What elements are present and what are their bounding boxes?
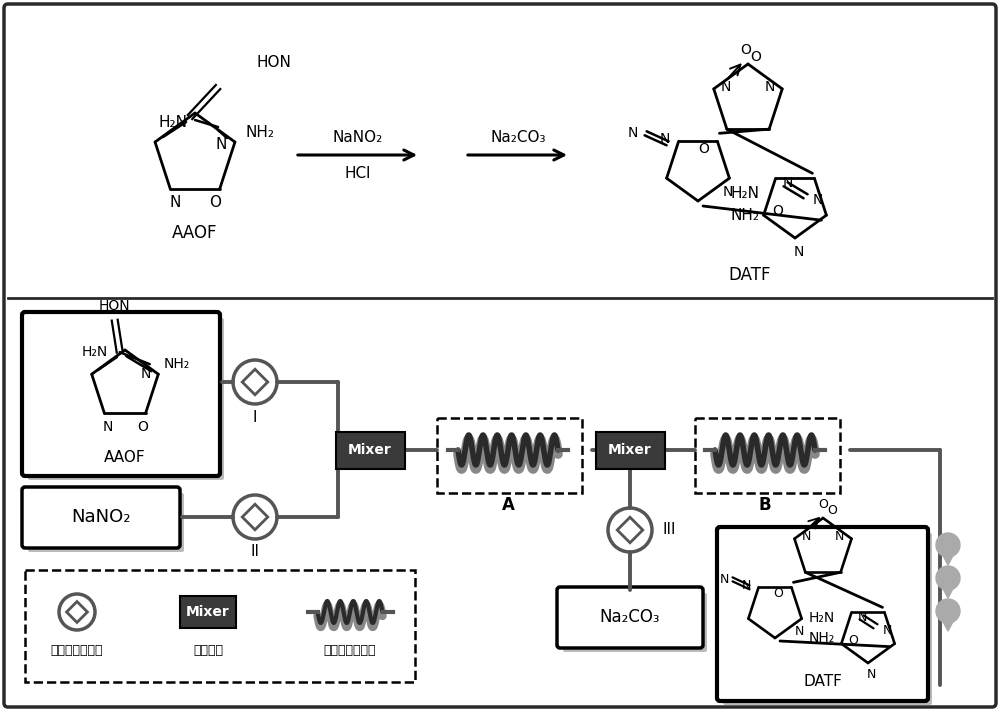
- Text: N: N: [835, 530, 844, 543]
- FancyBboxPatch shape: [28, 493, 184, 552]
- Text: DATF: DATF: [804, 675, 842, 690]
- Text: III: III: [662, 523, 676, 538]
- Text: N: N: [883, 624, 892, 637]
- Text: O: O: [137, 420, 148, 434]
- Circle shape: [936, 533, 960, 557]
- Text: N: N: [782, 176, 793, 191]
- FancyBboxPatch shape: [22, 312, 220, 476]
- Text: N: N: [866, 668, 876, 682]
- Text: Mixer: Mixer: [186, 605, 230, 619]
- Text: N: N: [722, 185, 733, 199]
- Text: AAOF: AAOF: [172, 224, 218, 242]
- Text: 微混合器: 微混合器: [193, 643, 223, 656]
- Text: O: O: [750, 50, 761, 64]
- FancyBboxPatch shape: [557, 587, 703, 648]
- Text: NaNO₂: NaNO₂: [71, 508, 131, 527]
- Text: NH₂: NH₂: [809, 631, 835, 645]
- FancyBboxPatch shape: [336, 432, 404, 469]
- Text: NH₂: NH₂: [245, 124, 274, 139]
- Text: N: N: [858, 611, 867, 624]
- Text: O: O: [698, 142, 709, 156]
- Text: 微流场反应装置: 微流场反应装置: [324, 643, 376, 656]
- Text: O: O: [741, 43, 751, 57]
- Polygon shape: [940, 583, 956, 598]
- FancyBboxPatch shape: [723, 533, 932, 705]
- Text: Mixer: Mixer: [608, 443, 652, 457]
- FancyBboxPatch shape: [717, 527, 928, 701]
- Text: NH₂: NH₂: [164, 357, 190, 371]
- Text: H₂N: H₂N: [730, 186, 760, 201]
- Text: II: II: [250, 545, 260, 560]
- Text: O: O: [774, 587, 783, 600]
- Text: H₂N: H₂N: [809, 611, 835, 625]
- Text: N: N: [141, 367, 151, 381]
- Text: HON: HON: [256, 55, 291, 70]
- Text: B: B: [759, 496, 771, 514]
- Text: A: A: [502, 496, 514, 514]
- Text: Na₂CO₃: Na₂CO₃: [490, 131, 546, 146]
- Text: N: N: [720, 573, 729, 586]
- Text: HCl: HCl: [345, 166, 371, 181]
- Text: 注射泵或蠕动泵: 注射泵或蠕动泵: [51, 643, 103, 656]
- Circle shape: [936, 599, 960, 623]
- Text: O: O: [209, 196, 221, 210]
- Polygon shape: [940, 550, 956, 565]
- Text: N: N: [659, 132, 670, 146]
- Text: NH₂: NH₂: [730, 208, 760, 223]
- Text: O: O: [772, 204, 783, 218]
- Polygon shape: [940, 616, 956, 631]
- Text: H₂N: H₂N: [159, 114, 188, 129]
- Text: O: O: [818, 498, 828, 511]
- FancyBboxPatch shape: [596, 432, 664, 469]
- Text: N: N: [795, 625, 804, 638]
- FancyBboxPatch shape: [563, 593, 707, 652]
- Text: DATF: DATF: [729, 266, 771, 284]
- Circle shape: [936, 566, 960, 590]
- FancyBboxPatch shape: [22, 487, 180, 548]
- Text: O: O: [828, 504, 837, 517]
- Text: N: N: [742, 579, 751, 592]
- Text: HON: HON: [99, 299, 131, 313]
- Text: N: N: [721, 80, 731, 94]
- FancyBboxPatch shape: [4, 4, 996, 707]
- FancyBboxPatch shape: [180, 596, 236, 628]
- Text: N: N: [802, 530, 811, 543]
- Text: H₂N: H₂N: [82, 345, 108, 359]
- Text: AAOF: AAOF: [104, 451, 146, 466]
- Text: I: I: [253, 410, 257, 424]
- Text: N: N: [215, 137, 227, 151]
- Text: Mixer: Mixer: [348, 443, 392, 457]
- Text: Na₂CO₃: Na₂CO₃: [600, 609, 660, 626]
- Text: N: N: [102, 420, 113, 434]
- Text: N: N: [765, 80, 775, 94]
- Text: N: N: [170, 196, 181, 210]
- Text: NaNO₂: NaNO₂: [333, 131, 383, 146]
- Text: N: N: [794, 245, 804, 259]
- Text: N: N: [812, 193, 823, 208]
- FancyBboxPatch shape: [28, 318, 224, 480]
- Text: N: N: [627, 127, 638, 140]
- Text: O: O: [848, 634, 858, 647]
